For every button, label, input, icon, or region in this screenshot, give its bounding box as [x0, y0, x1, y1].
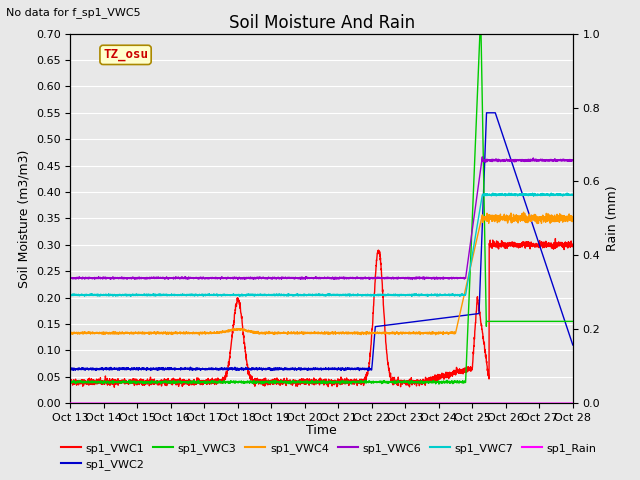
Title: Soil Moisture And Rain: Soil Moisture And Rain — [228, 14, 415, 32]
Legend: sp1_VWC1, sp1_VWC2, sp1_VWC3, sp1_VWC4, sp1_VWC6, sp1_VWC7, sp1_Rain: sp1_VWC1, sp1_VWC2, sp1_VWC3, sp1_VWC4, … — [57, 438, 601, 474]
X-axis label: Time: Time — [306, 424, 337, 437]
Text: TZ_osu: TZ_osu — [103, 48, 148, 61]
Text: No data for f_sp1_VWC5: No data for f_sp1_VWC5 — [6, 7, 141, 18]
Y-axis label: Soil Moisture (m3/m3): Soil Moisture (m3/m3) — [17, 149, 30, 288]
Y-axis label: Rain (mm): Rain (mm) — [606, 186, 619, 251]
